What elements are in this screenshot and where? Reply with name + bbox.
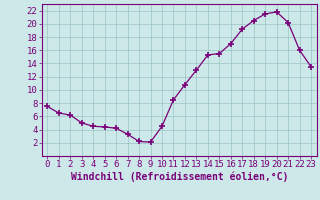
X-axis label: Windchill (Refroidissement éolien,°C): Windchill (Refroidissement éolien,°C) [70,172,288,182]
